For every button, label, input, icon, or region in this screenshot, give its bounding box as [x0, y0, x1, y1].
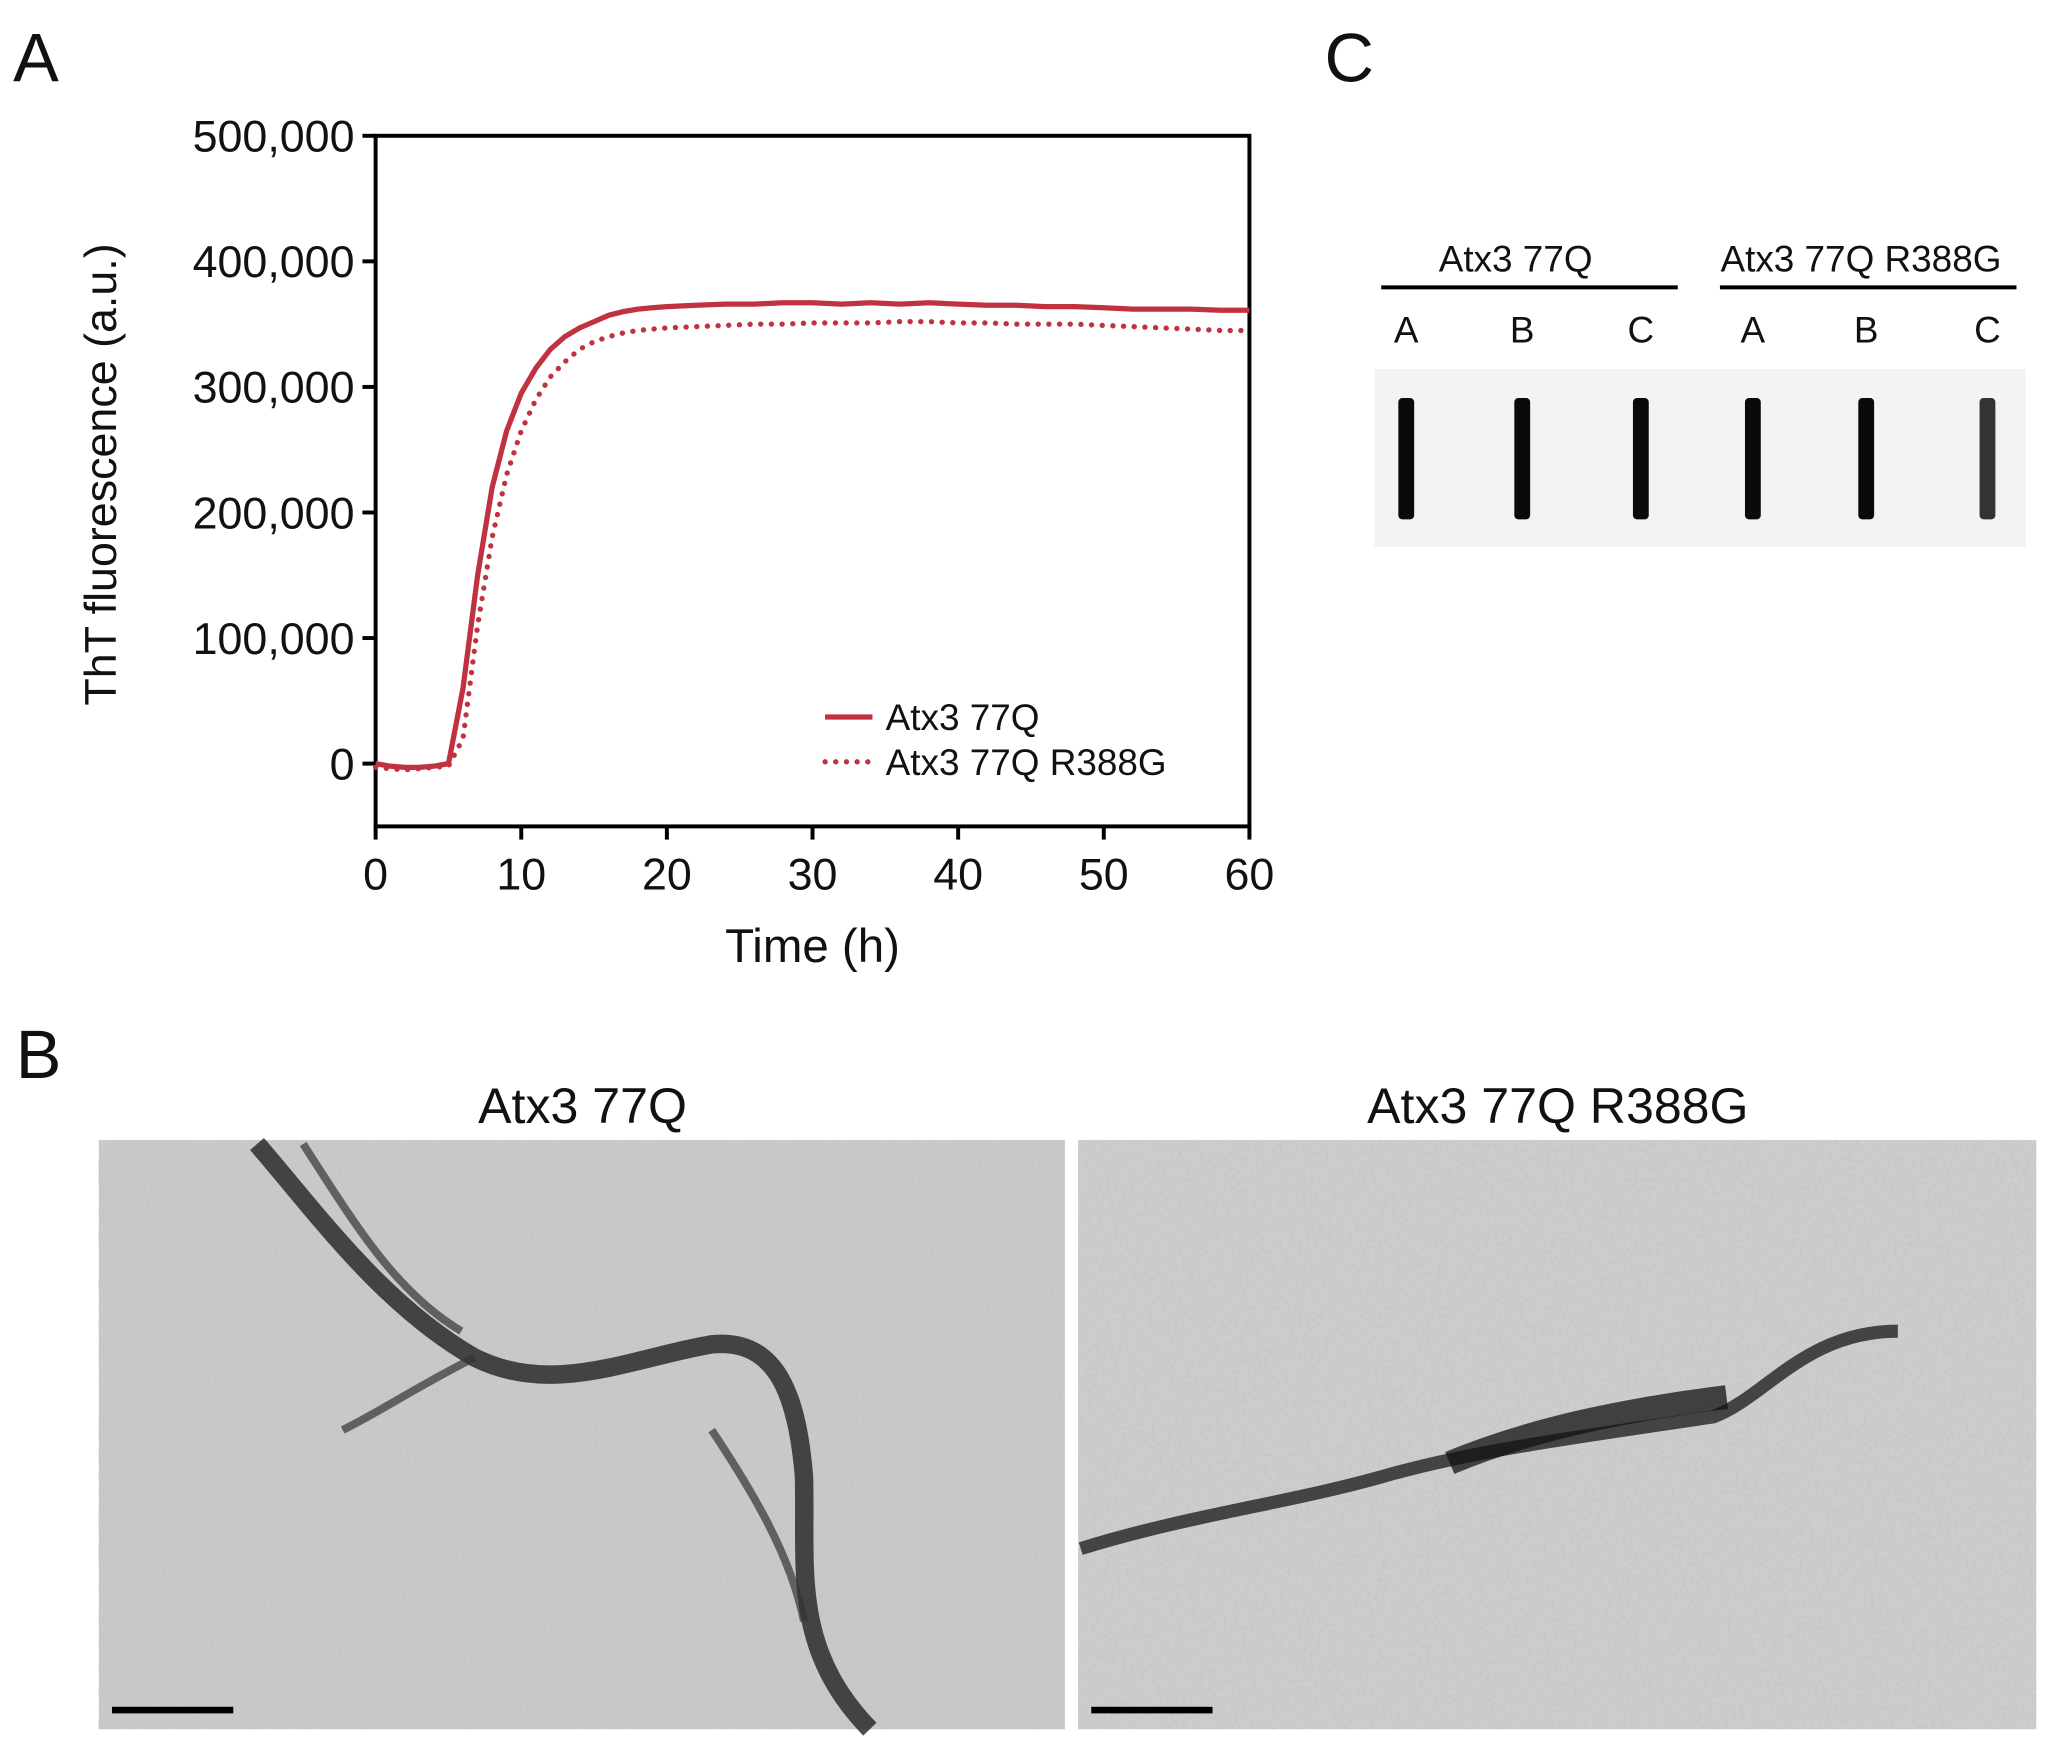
lane-label: C [1974, 310, 2001, 351]
micrograph-title: Atx3 77Q [478, 1078, 687, 1134]
line-chart: 0 100,000 200,000 300,000 400,000 500,000 0 10 2… [76, 112, 1274, 974]
y-tick-label: 0 [330, 739, 355, 789]
x-tick-label: 40 [933, 850, 983, 900]
legend-label: Atx3 77Q R388G [886, 742, 1167, 783]
micrograph [98, 1137, 1065, 1736]
lane-label: C [1628, 310, 1655, 351]
x-tick-label: 30 [788, 850, 838, 900]
x-axis-label: Time (h) [725, 920, 900, 973]
group-label: Atx3 77Q [1439, 239, 1593, 280]
blot-band [1398, 398, 1415, 520]
micrograph-title: Atx3 77Q R388G [1367, 1078, 1748, 1134]
y-tick-label: 300,000 [193, 363, 355, 413]
group-label: Atx3 77Q R388G [1720, 239, 2001, 280]
lane-label: A [1741, 310, 1766, 351]
y-tick-label: 100,000 [193, 614, 355, 664]
panel-label: C [1325, 20, 1374, 97]
x-tick-label: 20 [642, 850, 692, 900]
plot-frame [373, 133, 1252, 829]
blot-band [1858, 398, 1875, 520]
x-tick-label: 0 [363, 850, 388, 900]
x-tick-label: 50 [1079, 850, 1129, 900]
blot-band [1744, 398, 1761, 520]
lane-label: A [1394, 310, 1419, 351]
series-line [375, 300, 1250, 770]
slot-blot: Atx3 77Q Atx3 77Q R388G A B C A B C [1374, 239, 2026, 547]
lane-label: B [1854, 310, 1879, 351]
series-line [372, 318, 1253, 773]
micrograph [1078, 1140, 2037, 1730]
legend-label: Atx3 77Q [886, 697, 1040, 738]
blot-band [1514, 398, 1531, 520]
y-tick-label: 200,000 [193, 488, 355, 538]
blot-membrane [1374, 369, 2026, 547]
blot-band [1632, 398, 1649, 520]
panel-label: A [13, 20, 59, 97]
y-tick-label: 400,000 [193, 237, 355, 287]
lane-label: B [1510, 310, 1535, 351]
y-axis-label: ThT fluorescence (a.u.) [76, 243, 126, 705]
panel-label: B [16, 1016, 62, 1093]
x-tick-label: 10 [496, 850, 546, 900]
x-tick-label: 60 [1225, 850, 1275, 900]
y-tick-label: 500,000 [193, 112, 355, 162]
blot-band [1979, 398, 1996, 520]
